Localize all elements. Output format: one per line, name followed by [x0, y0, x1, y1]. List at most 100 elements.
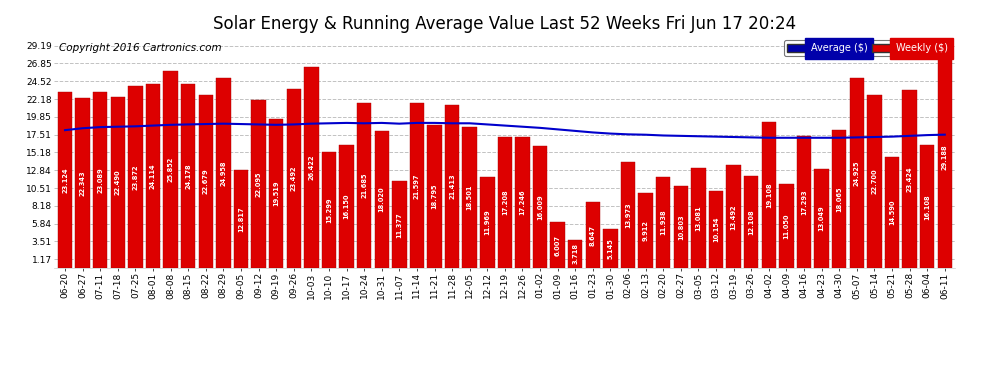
Bar: [885, 157, 899, 268]
Bar: [392, 182, 407, 268]
Text: 22.490: 22.490: [115, 170, 121, 195]
Bar: [163, 71, 178, 268]
Bar: [286, 89, 301, 268]
Bar: [639, 193, 652, 268]
Bar: [480, 177, 495, 268]
Text: 3.718: 3.718: [572, 243, 578, 264]
Text: 24.178: 24.178: [185, 163, 191, 189]
Bar: [797, 136, 811, 268]
Text: 11.938: 11.938: [660, 210, 666, 236]
Legend: Average ($), Weekly ($): Average ($), Weekly ($): [784, 40, 950, 56]
Bar: [199, 95, 213, 268]
Bar: [181, 84, 195, 268]
Text: 18.065: 18.065: [837, 186, 842, 212]
Text: 21.597: 21.597: [414, 173, 420, 198]
Text: 21.413: 21.413: [449, 174, 455, 200]
Bar: [920, 146, 935, 268]
Bar: [93, 92, 107, 268]
Bar: [515, 136, 530, 268]
Text: 18.501: 18.501: [466, 185, 472, 210]
Text: 16.108: 16.108: [925, 194, 931, 219]
Text: 10.803: 10.803: [678, 214, 684, 240]
Bar: [568, 240, 582, 268]
Text: 24.958: 24.958: [221, 160, 227, 186]
Text: 10.154: 10.154: [713, 217, 719, 242]
Bar: [550, 222, 565, 268]
Bar: [727, 165, 741, 268]
Text: 21.685: 21.685: [361, 173, 367, 198]
Bar: [57, 92, 72, 268]
Bar: [340, 145, 353, 268]
Bar: [128, 86, 143, 268]
Bar: [691, 168, 706, 268]
Text: 17.208: 17.208: [502, 190, 508, 215]
Bar: [849, 78, 864, 268]
Text: 23.424: 23.424: [907, 166, 913, 192]
Text: 6.007: 6.007: [554, 235, 560, 256]
Text: 24.114: 24.114: [150, 164, 156, 189]
Text: 23.872: 23.872: [133, 164, 139, 190]
Bar: [586, 202, 600, 268]
Bar: [903, 90, 917, 268]
Text: 26.422: 26.422: [308, 154, 315, 180]
Bar: [761, 123, 776, 268]
Text: 15.299: 15.299: [326, 197, 332, 223]
Text: 17.293: 17.293: [801, 189, 807, 215]
Bar: [322, 152, 337, 268]
Bar: [656, 177, 670, 268]
Text: 9.912: 9.912: [643, 220, 648, 241]
Bar: [357, 103, 371, 268]
Text: 25.852: 25.852: [167, 157, 173, 182]
Bar: [498, 137, 512, 268]
Text: 22.343: 22.343: [79, 170, 85, 196]
Text: 17.246: 17.246: [520, 190, 526, 215]
Bar: [251, 100, 265, 268]
Bar: [462, 127, 477, 268]
Bar: [234, 170, 248, 268]
Text: 23.089: 23.089: [97, 167, 103, 193]
Text: 11.969: 11.969: [484, 210, 490, 236]
Text: 22.700: 22.700: [871, 169, 877, 194]
Text: Copyright 2016 Cartronics.com: Copyright 2016 Cartronics.com: [59, 43, 222, 52]
Text: 22.679: 22.679: [203, 169, 209, 195]
Bar: [832, 130, 846, 268]
Bar: [111, 97, 125, 268]
Bar: [216, 78, 231, 268]
Text: 13.492: 13.492: [731, 204, 737, 230]
Bar: [938, 46, 952, 268]
Text: 16.009: 16.009: [538, 194, 544, 220]
Title: Solar Energy & Running Average Value Last 52 Weeks Fri Jun 17 20:24: Solar Energy & Running Average Value Las…: [213, 15, 797, 33]
Bar: [603, 229, 618, 268]
Bar: [815, 169, 829, 268]
Bar: [673, 186, 688, 268]
Text: 24.925: 24.925: [853, 160, 859, 186]
Bar: [410, 104, 424, 268]
Bar: [709, 191, 724, 268]
Text: 19.108: 19.108: [766, 183, 772, 208]
Bar: [269, 119, 283, 268]
Text: 13.973: 13.973: [625, 202, 631, 228]
Bar: [374, 131, 389, 268]
Bar: [75, 98, 90, 268]
Bar: [428, 125, 442, 268]
Text: 14.590: 14.590: [889, 200, 895, 225]
Text: 19.519: 19.519: [273, 181, 279, 207]
Text: 12.108: 12.108: [748, 209, 754, 235]
Text: 11.050: 11.050: [783, 213, 789, 239]
Text: 13.081: 13.081: [695, 206, 702, 231]
Bar: [779, 184, 794, 268]
Text: 18.020: 18.020: [379, 187, 385, 212]
Text: 23.124: 23.124: [62, 167, 68, 193]
Text: 16.150: 16.150: [344, 194, 349, 219]
Bar: [146, 84, 160, 268]
Bar: [744, 176, 758, 268]
Bar: [867, 95, 882, 268]
Text: 13.049: 13.049: [819, 206, 825, 231]
Text: 12.817: 12.817: [238, 207, 244, 232]
Bar: [445, 105, 459, 268]
Text: 5.145: 5.145: [608, 238, 614, 259]
Bar: [304, 67, 319, 268]
Text: 29.188: 29.188: [941, 144, 947, 170]
Text: 18.795: 18.795: [432, 184, 438, 209]
Bar: [621, 162, 636, 268]
